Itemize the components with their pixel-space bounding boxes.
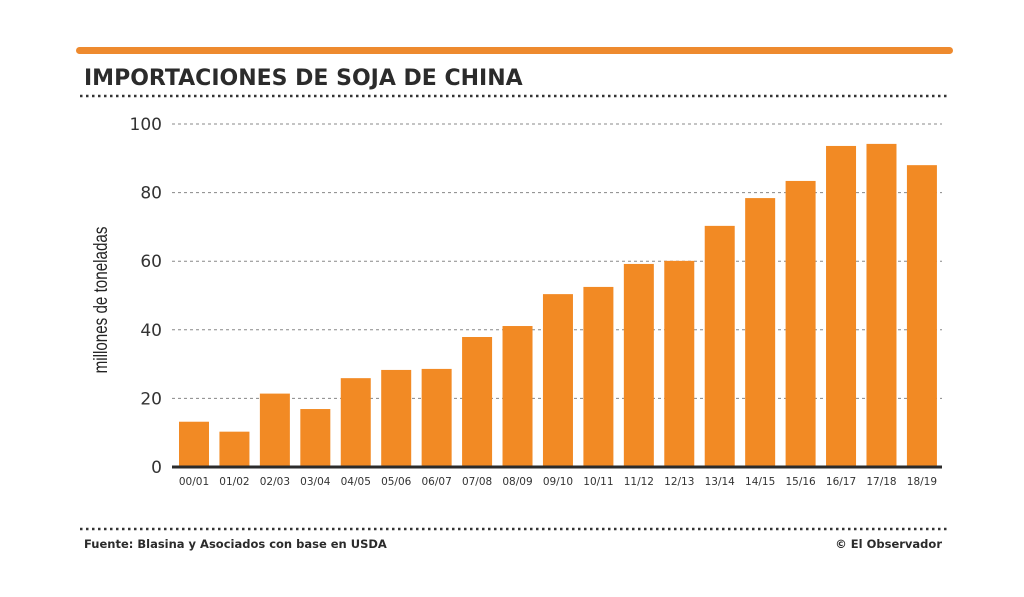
top-accent-bar xyxy=(76,47,953,54)
bar-10-11 xyxy=(583,286,614,467)
x-tick-label: 11/12 xyxy=(624,476,654,488)
y-tick-label: 40 xyxy=(140,321,162,341)
bar-18-19 xyxy=(906,165,937,467)
y-tick-label: 60 xyxy=(140,252,162,272)
bar-03-04 xyxy=(300,409,331,467)
bar-02-03 xyxy=(259,393,290,467)
x-tick-label: 12/13 xyxy=(664,476,694,488)
x-tick-label: 16/17 xyxy=(826,476,856,488)
bar-08-09 xyxy=(502,326,533,467)
bar-14-15 xyxy=(745,198,776,467)
x-tick-label: 14/15 xyxy=(745,476,775,488)
bar-12-13 xyxy=(664,260,695,467)
y-tick-label: 20 xyxy=(140,389,162,409)
chart-title: IMPORTACIONES DE SOJA DE CHINA xyxy=(84,66,523,91)
bar-13-14 xyxy=(704,225,735,467)
x-tick-label: 04/05 xyxy=(341,476,371,488)
y-tick-label: 80 xyxy=(140,184,162,204)
bar-05-06 xyxy=(381,369,412,467)
x-tick-label: 13/14 xyxy=(705,476,736,488)
x-tick-label: 10/11 xyxy=(583,476,613,488)
bar-11-12 xyxy=(623,263,654,467)
bar-00-01 xyxy=(179,421,209,467)
bar-16-17 xyxy=(826,145,857,467)
source-note: Fuente: Blasina y Asociados con base en … xyxy=(84,537,387,551)
bar-04-05 xyxy=(340,378,371,467)
x-tick-label: 18/19 xyxy=(907,476,937,488)
bar-07-08 xyxy=(462,337,493,467)
bar-17-18 xyxy=(866,143,897,468)
y-tick-label: 0 xyxy=(151,458,162,478)
x-tick-label: 03/04 xyxy=(300,476,331,488)
bar-15-16 xyxy=(785,180,816,468)
y-axis-label: millones de toneladas xyxy=(89,227,111,374)
x-tick-label: 07/08 xyxy=(462,476,492,488)
x-tick-label: 05/06 xyxy=(381,476,412,488)
x-tick-label: 01/02 xyxy=(219,476,249,488)
bar-09-10 xyxy=(542,294,573,467)
credit-note: © El Observador xyxy=(835,537,942,551)
x-tick-label: 06/07 xyxy=(422,476,452,488)
x-tick-label: 17/18 xyxy=(866,476,896,488)
x-tick-label: 15/16 xyxy=(785,476,816,488)
x-tick-label: 00/01 xyxy=(179,476,209,488)
y-tick-label: 100 xyxy=(130,115,162,135)
x-tick-label: 08/09 xyxy=(502,476,532,488)
x-tick-label: 09/10 xyxy=(543,476,573,488)
bar-01-02 xyxy=(219,431,250,467)
bar-06-07 xyxy=(421,368,452,467)
x-tick-label: 02/03 xyxy=(260,476,290,488)
